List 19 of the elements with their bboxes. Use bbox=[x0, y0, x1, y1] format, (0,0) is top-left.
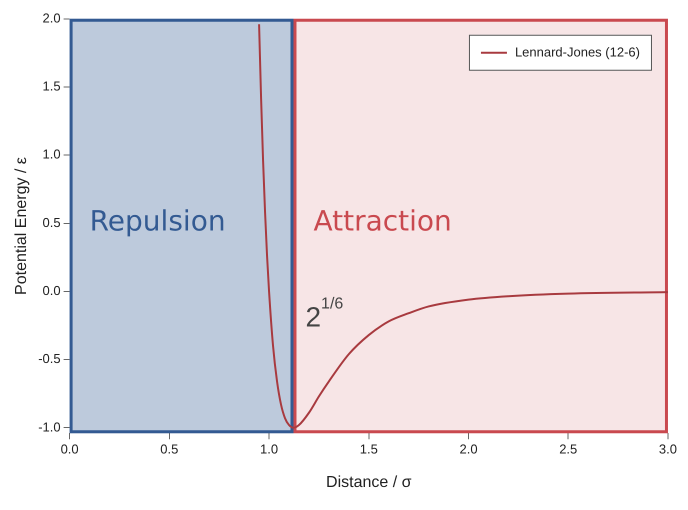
x-tick-label: 3.0 bbox=[658, 442, 678, 457]
x-tick-label: 0.0 bbox=[60, 442, 79, 457]
x-tick-label: 2.0 bbox=[459, 442, 478, 457]
y-tick-label: -1.0 bbox=[38, 419, 61, 434]
band-label: Repulsion bbox=[90, 204, 226, 238]
y-axis-title: Potential Energy / ε bbox=[13, 157, 30, 295]
x-tick-label: 2.5 bbox=[559, 442, 578, 457]
x-tick-label: 1.5 bbox=[360, 442, 378, 457]
legend-label: Lennard-Jones (12-6) bbox=[514, 44, 640, 60]
x-tick-label: 1.0 bbox=[260, 442, 278, 457]
y-tick-label: -0.5 bbox=[38, 351, 61, 366]
band-label: Attraction bbox=[313, 204, 452, 238]
y-tick-label: 1.0 bbox=[42, 146, 61, 162]
y-tick-label: 0.5 bbox=[42, 214, 61, 230]
y-tick-label: 2.0 bbox=[42, 10, 61, 26]
x-tick-label: 0.5 bbox=[160, 442, 178, 457]
y-tick-label: 0.0 bbox=[42, 283, 61, 298]
x-axis-title: Distance / σ bbox=[326, 474, 412, 491]
y-tick-label: 1.5 bbox=[42, 78, 61, 94]
